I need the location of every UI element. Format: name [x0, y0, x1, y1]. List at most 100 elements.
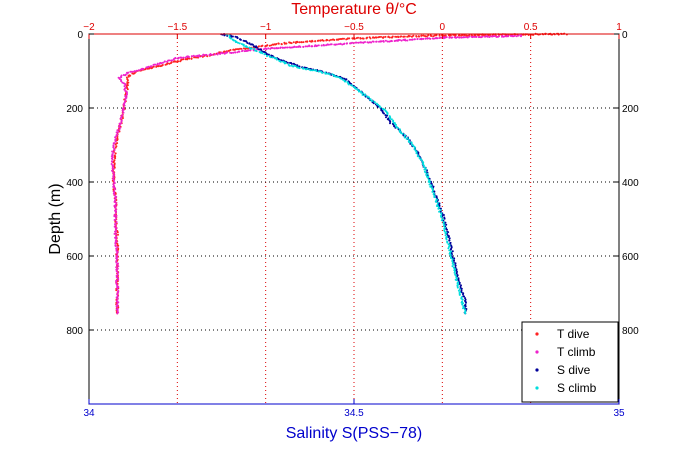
series-s-climb [225, 33, 467, 315]
data-point [447, 231, 450, 234]
data-point [388, 40, 391, 43]
data-point [438, 37, 441, 39]
data-point [455, 279, 458, 282]
data-point [462, 307, 464, 310]
data-point [484, 35, 486, 38]
data-point [116, 288, 119, 291]
data-point [139, 68, 142, 71]
data-point [117, 130, 120, 133]
data-point [166, 60, 168, 63]
data-point [373, 101, 376, 104]
data-point [223, 34, 226, 37]
data-point [442, 214, 445, 216]
data-point [112, 146, 115, 149]
data-point [227, 49, 230, 52]
data-point [120, 80, 123, 83]
data-point [366, 41, 369, 44]
data-point [238, 50, 241, 53]
data-point [381, 36, 384, 39]
data-point [114, 224, 117, 227]
data-point [114, 242, 117, 245]
data-point [375, 40, 378, 43]
legend-marker [535, 350, 539, 354]
data-point [455, 277, 458, 280]
data-point [322, 43, 325, 46]
data-point [288, 46, 291, 49]
data-point [398, 39, 401, 41]
data-point [439, 209, 442, 212]
data-point [116, 231, 119, 234]
y-tick-label-right: 600 [622, 252, 639, 263]
data-point [460, 291, 463, 294]
data-point [432, 193, 435, 196]
data-point [286, 61, 289, 64]
data-point [413, 38, 416, 41]
data-point [114, 227, 117, 230]
data-point [126, 72, 129, 75]
data-point [118, 128, 121, 131]
data-point [234, 51, 237, 54]
data-point [269, 47, 272, 50]
data-point [385, 116, 387, 119]
data-point [288, 41, 291, 44]
data-point [358, 90, 360, 93]
data-point [248, 42, 251, 45]
data-point [116, 302, 119, 305]
data-point [448, 239, 451, 242]
data-point [455, 272, 458, 275]
data-point [451, 250, 454, 253]
data-point [238, 42, 241, 45]
data-point [179, 56, 182, 59]
data-point [110, 163, 113, 165]
data-point [221, 52, 224, 55]
data-point [116, 293, 119, 296]
data-point [117, 265, 120, 268]
legend-label: T dive [557, 327, 590, 341]
data-point [267, 53, 270, 56]
data-point [115, 261, 118, 264]
data-point [389, 122, 391, 125]
series-layer [110, 32, 568, 315]
data-point [117, 278, 120, 281]
data-point [426, 37, 429, 40]
y-axis-title: Depth (m) [47, 183, 64, 254]
data-point [465, 301, 467, 304]
data-point [114, 152, 117, 155]
data-point [460, 34, 463, 37]
legend-marker [535, 386, 539, 390]
data-point [152, 63, 155, 66]
data-point [115, 252, 118, 255]
data-point [362, 41, 365, 44]
data-point [252, 49, 255, 52]
legend-marker [535, 332, 539, 336]
data-point [495, 35, 498, 38]
data-point [159, 65, 162, 68]
data-point [463, 34, 466, 37]
data-point [251, 43, 254, 46]
data-point [113, 194, 116, 197]
data-point [401, 132, 404, 135]
data-point [384, 39, 387, 42]
data-point [365, 37, 368, 40]
data-point [115, 201, 118, 204]
data-point [115, 283, 118, 286]
data-point [255, 50, 258, 53]
data-point [114, 136, 117, 139]
data-point [294, 65, 297, 67]
data-point [294, 42, 297, 44]
data-point [137, 69, 140, 72]
data-point [368, 36, 371, 39]
data-point [320, 44, 323, 47]
data-point [279, 47, 282, 49]
data-point [386, 40, 389, 43]
data-point [120, 76, 123, 79]
data-point [313, 69, 316, 72]
data-point [172, 60, 175, 63]
data-point [314, 40, 317, 43]
data-point [228, 34, 231, 37]
data-point [111, 158, 114, 161]
y-tick-label-right: 800 [622, 326, 639, 337]
data-point [321, 39, 324, 41]
data-point [297, 45, 300, 48]
